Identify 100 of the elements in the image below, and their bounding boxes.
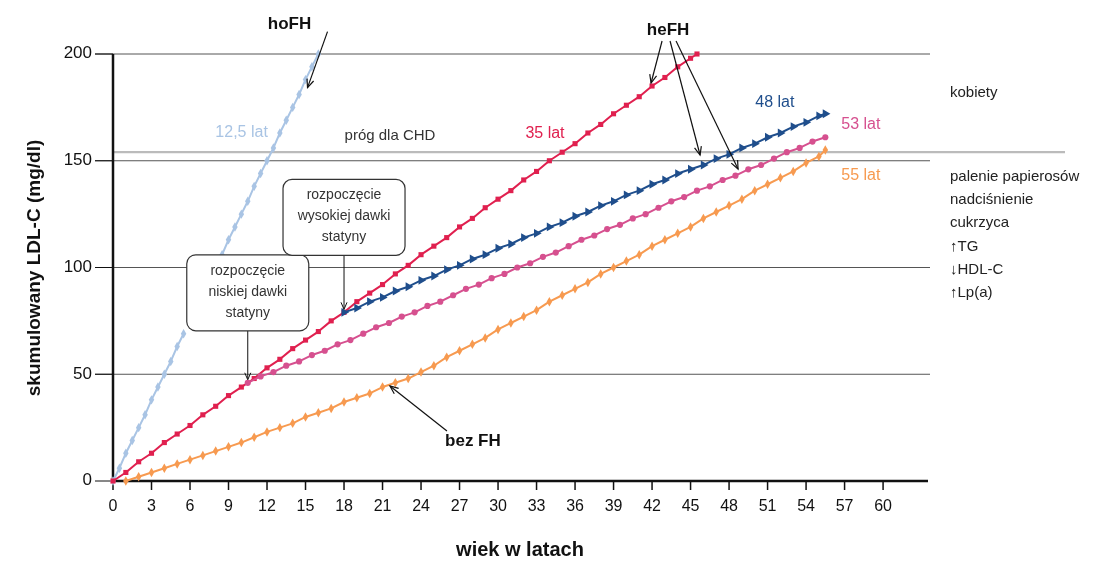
- point: [572, 211, 581, 221]
- point: [200, 412, 206, 418]
- point: [174, 431, 180, 437]
- x-tick-label: 30: [489, 497, 508, 515]
- point: [591, 232, 598, 239]
- annotation: bez FH: [445, 430, 501, 450]
- x-tick-label: 18: [335, 497, 354, 515]
- point: [655, 204, 662, 211]
- point: [598, 121, 604, 127]
- point: [508, 239, 516, 249]
- point: [315, 329, 321, 335]
- text: ↑TG: [950, 236, 979, 254]
- point: [687, 222, 694, 232]
- point: [148, 450, 155, 456]
- point: [225, 393, 232, 399]
- point: [405, 262, 411, 268]
- point: [424, 302, 431, 310]
- point: [456, 260, 465, 270]
- x-tick-label: 21: [373, 497, 392, 515]
- point: [213, 403, 219, 409]
- point: [713, 154, 722, 164]
- x-tick-label: 45: [681, 497, 700, 515]
- point: [822, 134, 829, 141]
- point: [302, 412, 309, 422]
- y-tick-label: 0: [82, 470, 92, 490]
- point: [552, 249, 559, 256]
- point: [392, 378, 399, 388]
- point: [475, 281, 482, 288]
- point: [559, 149, 565, 155]
- x-tick-label: 9: [224, 497, 234, 515]
- x-tick-label: 15: [296, 497, 315, 515]
- point: [752, 139, 760, 149]
- point: [765, 132, 773, 142]
- point: [559, 218, 568, 228]
- point: [578, 236, 585, 243]
- series-label: 35 lat: [525, 123, 566, 141]
- point: [649, 179, 658, 189]
- point: [392, 286, 401, 296]
- point: [732, 172, 739, 179]
- x-tick-label: 36: [566, 497, 585, 515]
- point: [501, 270, 508, 277]
- point: [649, 83, 655, 89]
- point: [488, 275, 495, 282]
- y-tick-label: 150: [63, 150, 92, 170]
- point: [616, 221, 624, 228]
- point: [411, 309, 418, 316]
- annotation: rozpoczęcie niskiej dawki statyny: [208, 261, 288, 320]
- point: [719, 176, 726, 184]
- text: ↓HDL-C: [950, 259, 1004, 277]
- series-label: 12,5 lat: [215, 123, 269, 141]
- point: [469, 254, 478, 264]
- point: [745, 166, 752, 173]
- point: [565, 243, 572, 250]
- point: [636, 186, 645, 196]
- point: [418, 275, 427, 285]
- point: [533, 305, 540, 315]
- point: [283, 115, 290, 125]
- y-tick-label: 100: [63, 256, 92, 276]
- series-label: 55 lat: [841, 166, 882, 184]
- point: [148, 395, 155, 405]
- point: [642, 211, 649, 218]
- point: [469, 215, 475, 221]
- point: [283, 362, 290, 369]
- point: [354, 303, 362, 313]
- x-tick-label: 3: [147, 497, 157, 515]
- point: [302, 337, 309, 343]
- point: [296, 358, 303, 365]
- point: [136, 459, 142, 465]
- point: [623, 102, 629, 108]
- ref-line-label: próg dla CHD: [344, 126, 436, 144]
- point: [693, 187, 701, 194]
- point: [495, 196, 501, 202]
- point: [675, 169, 683, 178]
- point: [809, 138, 816, 145]
- point: [443, 352, 450, 362]
- point: [796, 144, 803, 152]
- y-tick-label: 200: [63, 43, 92, 63]
- point: [238, 384, 244, 390]
- point: [431, 243, 437, 249]
- point: [379, 382, 386, 392]
- point: [604, 225, 611, 233]
- x-tick-label: 54: [797, 497, 816, 515]
- point: [777, 128, 786, 138]
- point: [758, 161, 765, 169]
- point: [508, 188, 514, 194]
- x-tick-label: 27: [450, 497, 469, 515]
- point: [398, 313, 405, 320]
- point: [662, 74, 668, 81]
- point: [598, 201, 606, 211]
- point: [739, 143, 748, 153]
- point: [456, 346, 463, 356]
- series-label: 53 lat: [841, 115, 882, 133]
- point: [116, 463, 123, 473]
- point: [373, 324, 380, 331]
- text: palenie papierosów: [950, 166, 1080, 184]
- point: [688, 55, 694, 61]
- point: [610, 196, 619, 206]
- y-axis-title: skumulowany LDL-C (mg/dl): [23, 139, 44, 397]
- point: [264, 365, 270, 371]
- point: [187, 422, 193, 429]
